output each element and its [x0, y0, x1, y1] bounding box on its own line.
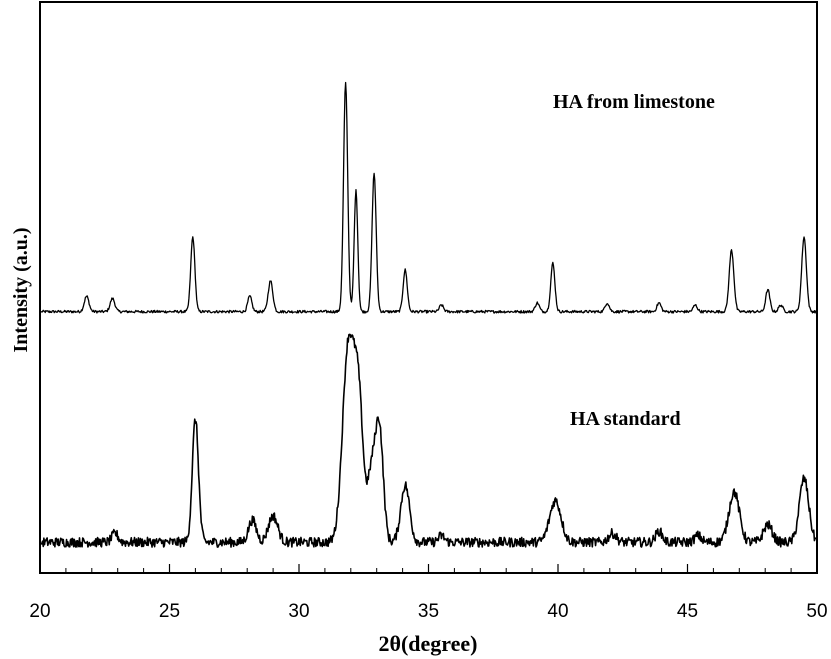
x-axis-major-ticks [39, 564, 818, 573]
x-tick-label: 20 [29, 601, 50, 622]
x-tick-label: 25 [159, 601, 180, 622]
series-ha-standard-line [40, 333, 817, 548]
x-axis-tick-labels: 20 25 30 35 40 45 50 [29, 601, 827, 622]
minor-ticks [65, 568, 792, 573]
x-tick-label: 45 [677, 601, 698, 622]
annotation-ha-from-limestone: HA from limestone [553, 91, 715, 113]
x-axis-title: 2θ(degree) [378, 631, 477, 656]
x-tick-label: 40 [547, 601, 568, 622]
series-group [40, 81, 817, 548]
series-ha-from-limestone-line [40, 81, 817, 314]
annotation-ha-standard: HA standard [570, 408, 681, 430]
x-tick-label: 50 [806, 601, 827, 622]
y-axis-title: Intensity (a.u.) [10, 227, 32, 352]
x-tick-label: 35 [418, 601, 439, 622]
plot-frame [39, 1, 818, 574]
x-tick-label: 30 [288, 601, 309, 622]
